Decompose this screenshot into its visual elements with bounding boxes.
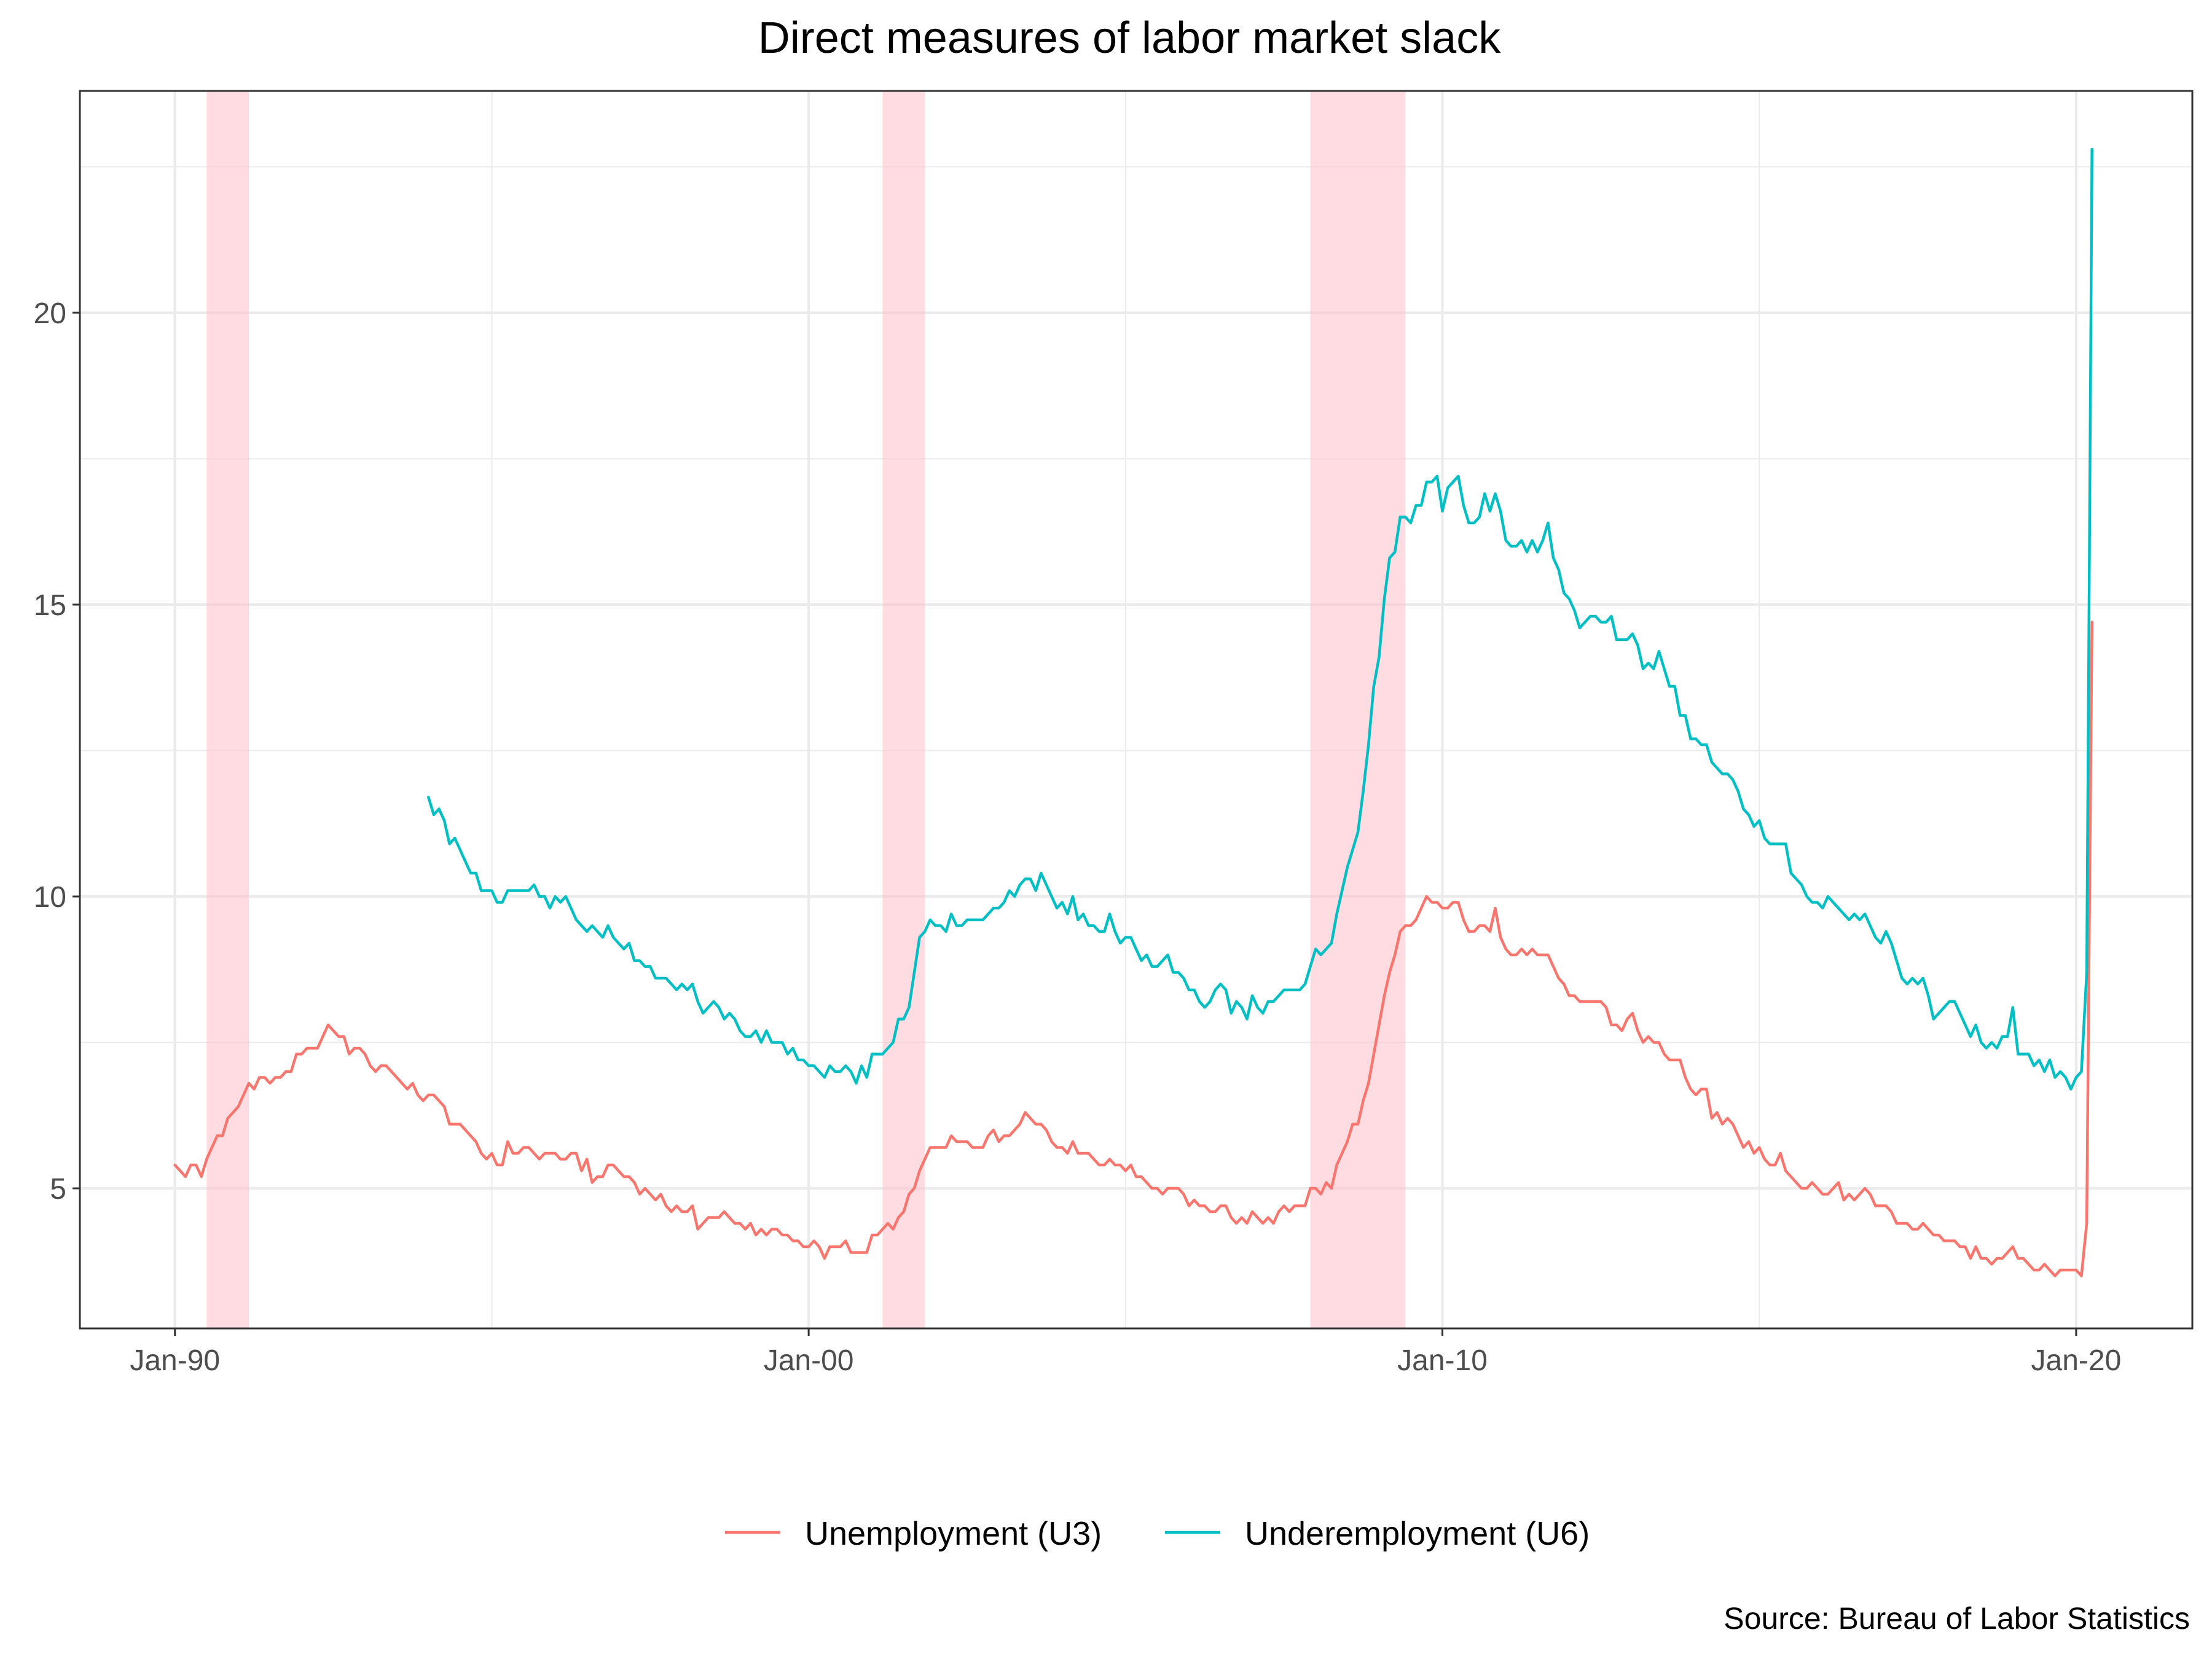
series-line-u6 [427, 147, 2093, 1091]
y-tick-label: 15 [34, 589, 66, 622]
recession-band [1310, 91, 1406, 1328]
chart-title: Direct measures of labor market slack [758, 14, 1501, 63]
chart-caption: Source: Bureau of Labor Statistics [1724, 1601, 2190, 1636]
plot-background [80, 91, 2192, 1328]
x-tick-label: Jan-10 [1397, 1344, 1488, 1377]
legend: Unemployment (U3) Underemployment (U6) [725, 1515, 1590, 1552]
recession-bands [206, 91, 1406, 1328]
plot-area [79, 90, 2194, 1330]
grid-minor [80, 91, 2192, 1328]
x-axis: Jan-90 Jan-00 Jan-10 Jan-20 [130, 1328, 2121, 1377]
series-line-u3 [173, 621, 2093, 1277]
legend-label-u3: Unemployment (U3) [805, 1515, 1102, 1552]
x-tick-label: Jan-20 [2031, 1344, 2122, 1377]
plot-border [79, 90, 2194, 1330]
y-tick-label: 10 [34, 881, 66, 914]
y-axis: 5 10 15 20 [34, 297, 80, 1206]
x-tick-label: Jan-00 [764, 1344, 854, 1377]
grid-major [80, 91, 2192, 1328]
y-tick-label: 5 [50, 1173, 66, 1206]
y-tick-label: 20 [34, 297, 66, 330]
legend-label-u6: Underemployment (U6) [1245, 1515, 1590, 1552]
series-lines [173, 147, 2093, 1277]
x-tick-label: Jan-90 [130, 1344, 220, 1377]
recession-band [882, 91, 925, 1328]
